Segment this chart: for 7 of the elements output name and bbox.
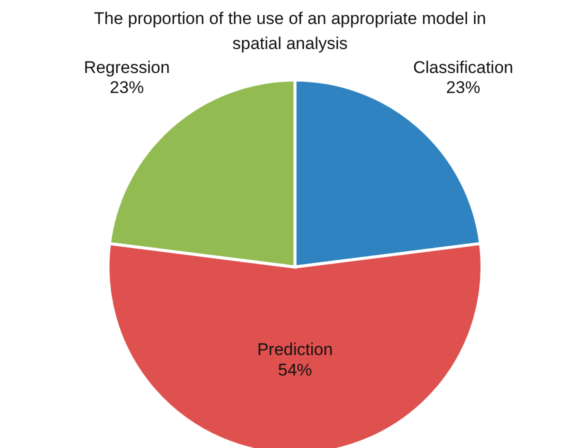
data-label: 54% (278, 360, 312, 380)
chart-title: The proportion of the use of an appropriate model in spatial analysis (92, 8, 488, 55)
slice-label: Regression (84, 58, 170, 77)
data-label: 23% (446, 78, 480, 98)
slice-label: Prediction (257, 340, 333, 360)
slice-label: Classification (413, 58, 514, 77)
data-label: 23% (110, 78, 144, 98)
